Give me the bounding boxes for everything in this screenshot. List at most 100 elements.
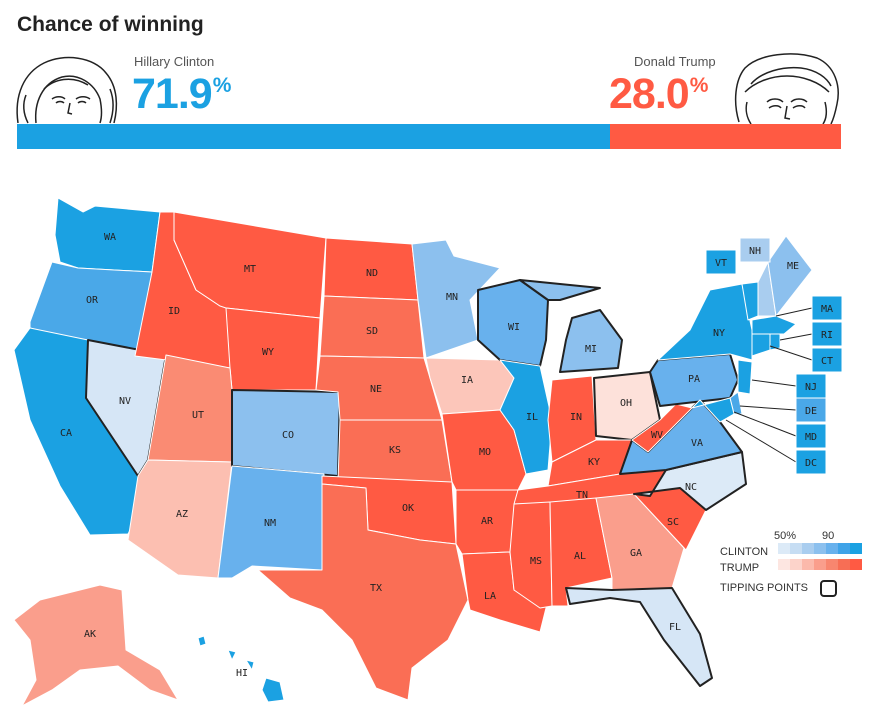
label-ID: ID xyxy=(168,306,180,317)
legend-clinton-swatch xyxy=(778,543,790,554)
label-FL: FL xyxy=(669,622,681,633)
label-MD: MD xyxy=(805,432,817,443)
label-DC: DC xyxy=(805,458,817,469)
state-MI[interactable] xyxy=(519,279,623,373)
label-ND: ND xyxy=(366,268,378,279)
label-NH: NH xyxy=(749,246,761,257)
state-MA[interactable] xyxy=(751,315,797,335)
state-ME[interactable] xyxy=(767,235,813,317)
label-CO: CO xyxy=(282,430,294,441)
legend-trump-label: TRUMP xyxy=(720,562,760,574)
us-state-map: WA OR CA NV ID MT WY UT AZ CO NM ND SD N… xyxy=(13,197,843,707)
clinton-percentage: 71.9% xyxy=(132,70,231,119)
legend-clinton-swatch xyxy=(814,543,826,554)
legend-trump-swatch xyxy=(850,559,862,570)
label-KY: KY xyxy=(588,457,600,468)
label-CT: CT xyxy=(821,356,833,367)
trump-pct-value: 28.0 xyxy=(609,70,690,118)
state-FL[interactable] xyxy=(565,587,713,687)
state-IA[interactable] xyxy=(425,357,515,415)
label-VA: VA xyxy=(691,438,703,449)
state-box-MA[interactable] xyxy=(811,295,843,321)
state-box-DE[interactable] xyxy=(795,397,827,423)
label-NY: NY xyxy=(713,328,725,339)
clinton-bar-segment xyxy=(17,124,611,149)
state-MT[interactable] xyxy=(173,211,327,319)
trump-portrait-icon xyxy=(734,53,839,125)
label-IN: IN xyxy=(570,412,582,423)
legend-trump-swatch xyxy=(814,559,826,570)
state-TX[interactable] xyxy=(257,483,469,701)
label-NM: NM xyxy=(264,518,276,529)
label-VT: VT xyxy=(715,258,727,269)
label-AZ: AZ xyxy=(176,509,188,520)
label-NC: NC xyxy=(685,482,697,493)
state-box-NH[interactable] xyxy=(739,237,771,263)
legend-trump-swatch xyxy=(802,559,814,570)
legend-tipping-label: TIPPING POINTS xyxy=(720,582,809,594)
label-UT: UT xyxy=(192,410,204,421)
state-NY[interactable] xyxy=(657,283,753,361)
legend-clinton-swatch xyxy=(850,543,862,554)
state-WV[interactable] xyxy=(631,399,701,453)
page-title: Chance of winning xyxy=(17,13,204,36)
state-AK[interactable] xyxy=(13,584,179,707)
label-NV: NV xyxy=(119,396,131,407)
state-IL[interactable] xyxy=(499,359,553,475)
win-probability-bar xyxy=(17,124,841,149)
state-NJ[interactable] xyxy=(737,359,753,395)
label-KS: KS xyxy=(389,445,401,456)
label-OR: OR xyxy=(86,295,99,306)
label-OK: OK xyxy=(402,503,414,514)
label-IL: IL xyxy=(526,412,538,423)
label-AL: AL xyxy=(574,551,586,562)
state-box-DC[interactable] xyxy=(795,449,827,475)
state-box-CT[interactable] xyxy=(811,347,843,373)
trump-bar-segment xyxy=(610,124,841,149)
legend-clinton-swatch xyxy=(802,543,814,554)
state-box-NJ[interactable] xyxy=(795,373,827,399)
label-NJ: NJ xyxy=(805,382,817,393)
clinton-name: Hillary Clinton xyxy=(134,54,215,69)
label-MN: MN xyxy=(446,292,458,303)
label-DE: DE xyxy=(805,406,817,417)
label-MI: MI xyxy=(585,344,597,355)
legend-trump-swatch xyxy=(826,559,838,570)
state-MN[interactable] xyxy=(411,239,501,359)
clinton-pct-value: 71.9 xyxy=(132,70,213,118)
trump-percentage: 28.0% xyxy=(609,70,709,119)
label-WY: WY xyxy=(262,347,274,358)
legend-high-tick: 90 xyxy=(822,530,835,542)
legend-clinton-label: CLINTON xyxy=(720,546,769,558)
state-MD[interactable] xyxy=(691,397,735,423)
legend-clinton-scale xyxy=(778,543,862,554)
legend-trump-scale xyxy=(778,559,862,570)
label-RI: RI xyxy=(821,330,833,341)
tipping-point-swatch xyxy=(820,580,837,597)
label-GA: GA xyxy=(630,548,642,559)
label-PA: PA xyxy=(688,374,700,385)
state-MS[interactable] xyxy=(509,501,553,609)
label-WV: WV xyxy=(651,430,663,441)
label-MO: MO xyxy=(479,447,491,458)
label-AK: AK xyxy=(84,629,96,640)
label-AR: AR xyxy=(481,516,494,527)
label-NE: NE xyxy=(370,384,382,395)
state-box-MD[interactable] xyxy=(795,423,827,449)
label-TN: TN xyxy=(576,490,588,501)
state-HI[interactable] xyxy=(197,635,285,703)
state-box-VT[interactable] xyxy=(705,249,737,275)
legend-clinton-swatch xyxy=(838,543,850,554)
clinton-portrait-icon xyxy=(16,56,118,124)
state-NM[interactable] xyxy=(217,465,325,579)
label-IA: IA xyxy=(461,375,473,386)
state-CT[interactable] xyxy=(751,333,771,357)
label-WI: WI xyxy=(508,322,520,333)
legend-clinton-swatch xyxy=(826,543,838,554)
label-OH: OH xyxy=(620,398,632,409)
state-box-RI[interactable] xyxy=(811,321,843,347)
trump-pct-sign: % xyxy=(689,74,709,97)
trump-name: Donald Trump xyxy=(634,54,716,69)
label-MT: MT xyxy=(244,264,256,275)
state-RI[interactable] xyxy=(769,333,781,351)
